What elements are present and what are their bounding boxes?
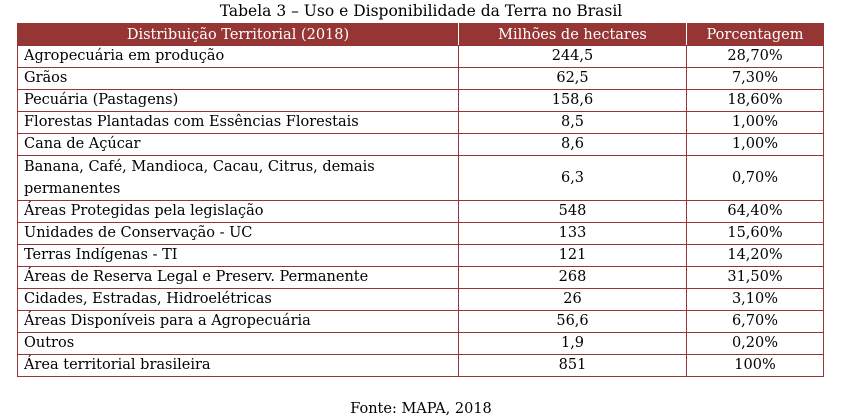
row-label: Terras Indígenas - TI [17,244,459,267]
row-hectares: 26 [458,288,687,311]
table-row: Unidades de Conservação - UC 133 15,60% [17,222,824,245]
table-body: Agropecuária em produção 244,5 28,70% Grãos… [17,45,824,377]
row-percent: 1,00% [686,133,824,156]
table-row: Outros 1,9 0,20% [17,332,824,355]
row-label: Florestas Plantadas com Essências Flores… [17,111,459,134]
row-percent: 3,10% [686,288,824,311]
table-row: Área territorial brasileira 851 100% [17,354,824,377]
row-label: Áreas Disponíveis para a Agropecuária [17,310,459,333]
row-hectares: 1,9 [458,332,687,355]
row-label: Grãos [17,67,459,90]
row-label: Outros [17,332,459,355]
row-hectares: 62,5 [458,67,687,90]
table-row: Áreas de Reserva Legal e Preserv. Perman… [17,266,824,289]
row-percent: 14,20% [686,244,824,267]
table-row: Pecuária (Pastagens) 158,6 18,60% [17,89,824,112]
row-percent: 18,60% [686,89,824,112]
row-label: Áreas de Reserva Legal e Preserv. Perman… [17,266,459,289]
row-hectares: 8,5 [458,111,687,134]
row-percent: 100% [686,354,824,377]
row-hectares: 133 [458,222,687,245]
table-row: Florestas Plantadas com Essências Flores… [17,111,824,134]
row-percent: 1,00% [686,111,824,134]
row-hectares: 121 [458,244,687,267]
row-percent: 15,60% [686,222,824,245]
row-percent: 0,70% [686,155,824,201]
row-hectares: 851 [458,354,687,377]
header-hectares: Milhões de hectares [458,23,687,46]
row-percent: 0,20% [686,332,824,355]
row-hectares: 158,6 [458,89,687,112]
table-row: Áreas Protegidas pela legislação 548 64,40… [17,200,824,223]
row-label: Cana de Açúcar [17,133,459,156]
table-row: Cana de Açúcar 8,6 1,00% [17,133,824,156]
row-label: Cidades, Estradas, Hidroelétricas [17,288,459,311]
row-hectares: 6,3 [458,155,687,201]
row-percent: 28,70% [686,45,824,68]
table-row: Áreas Disponíveis para a Agropecuária 56,… [17,310,824,333]
table-row: Grãos 62,5 7,30% [17,67,824,90]
header-percent: Porcentagem [686,23,824,46]
table-row: Cidades, Estradas, Hidroelétricas 26 3,10% [17,288,824,311]
row-percent: 7,30% [686,67,824,90]
row-label: Pecuária (Pastagens) [17,89,459,112]
table-header-row: Distribuição Territorial (2018) Milhões … [17,23,824,46]
row-hectares: 268 [458,266,687,289]
row-percent: 31,50% [686,266,824,289]
row-label: Agropecuária em produção [17,45,459,68]
table-caption: Tabela 3 – Uso e Disponibilidade da Terr… [219,2,623,20]
row-hectares: 548 [458,200,687,223]
row-label: Unidades de Conservação - UC [17,222,459,245]
table-row: Banana, Café, Mandioca, Cacau, Citrus, d… [17,155,824,201]
row-label: Banana, Café, Mandioca, Cacau, Citrus, d… [17,155,459,201]
row-hectares: 56,6 [458,310,687,333]
row-hectares: 8,6 [458,133,687,156]
row-label: Áreas Protegidas pela legislação [17,200,459,223]
row-hectares: 244,5 [458,45,687,68]
row-percent: 64,40% [686,200,824,223]
row-label: Área territorial brasileira [17,354,459,377]
table-row: Terras Indígenas - TI 121 14,20% [17,244,824,267]
row-percent: 6,70% [686,310,824,333]
header-distribution: Distribuição Territorial (2018) [17,23,459,46]
source-note: Fonte: MAPA, 2018 [350,401,492,417]
land-use-table: Distribuição Territorial (2018) Milhões … [17,23,824,377]
table-row: Agropecuária em produção 244,5 28,70% [17,45,824,68]
